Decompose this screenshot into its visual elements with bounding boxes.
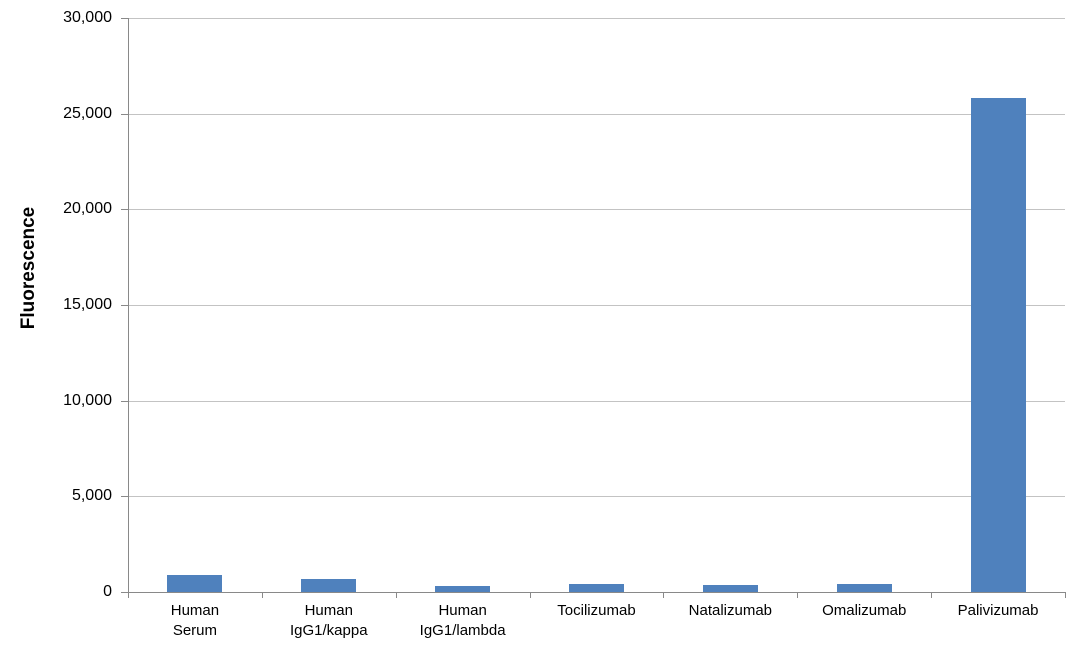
y-tick-mark-15000 [121,305,128,306]
x-tick-mark-4 [663,593,664,598]
x-axis-line [128,592,1066,593]
y-tick-label-10000: 10,000 [63,391,112,409]
x-tick-mark-0 [128,593,129,598]
x-tick-mark-7 [1065,593,1066,598]
bar-human-serum [167,575,223,592]
y-tick-mark-5000 [121,496,128,498]
x-category-label-1: Human Serum [170,602,220,639]
bar-human-igg1/lambda [435,586,491,592]
y-tick-label-20000: 20,000 [63,200,112,218]
bar-tocilizumab [569,584,624,592]
gridline-5000 [129,496,1065,498]
y-axis-line [128,18,129,593]
y-tick-label-15000: 15,000 [63,296,112,313]
x-tick-mark-5 [797,593,798,598]
x-category-label-2: Human IgG1/kappa [289,602,368,639]
x-tick-mark-1 [262,593,263,598]
y-tick-mark-30000 [121,18,128,19]
gridline-25000 [129,113,1065,115]
bar-omalizumab [836,584,892,592]
y-tick-label-30000: 30,000 [63,9,112,26]
x-category-label-4: Tocilizumab [557,602,636,619]
y-tick-mark-20000 [121,209,128,211]
bar-human-igg1/kappa [301,579,357,592]
x-category-label-3: Human IgG1/lambda [419,602,506,639]
x-tick-mark-3 [530,593,531,598]
x-category-label-5: Natalizumab [688,602,773,619]
x-category-label-7: Palivizumab [957,602,1039,619]
y-tick-label-5000: 5,000 [71,487,112,505]
y-tick-label-0: 0 [103,583,112,600]
y-tick-mark-10000 [121,400,128,402]
gridline-10000 [129,400,1065,402]
gridline-20000 [129,209,1065,211]
gridline-15000 [129,305,1065,306]
x-category-label-6: Omalizumab [822,602,907,619]
y-tick-mark-25000 [121,113,128,115]
x-tick-mark-6 [931,593,932,598]
bar-palivizumab [970,98,1026,592]
x-tick-mark-2 [396,593,397,598]
y-tick-label-25000: 25,000 [63,104,112,122]
gridline-30000 [129,18,1065,19]
plot-area [128,18,1065,592]
bar-natalizumab [702,585,758,592]
y-tick-mark-0 [121,592,128,593]
